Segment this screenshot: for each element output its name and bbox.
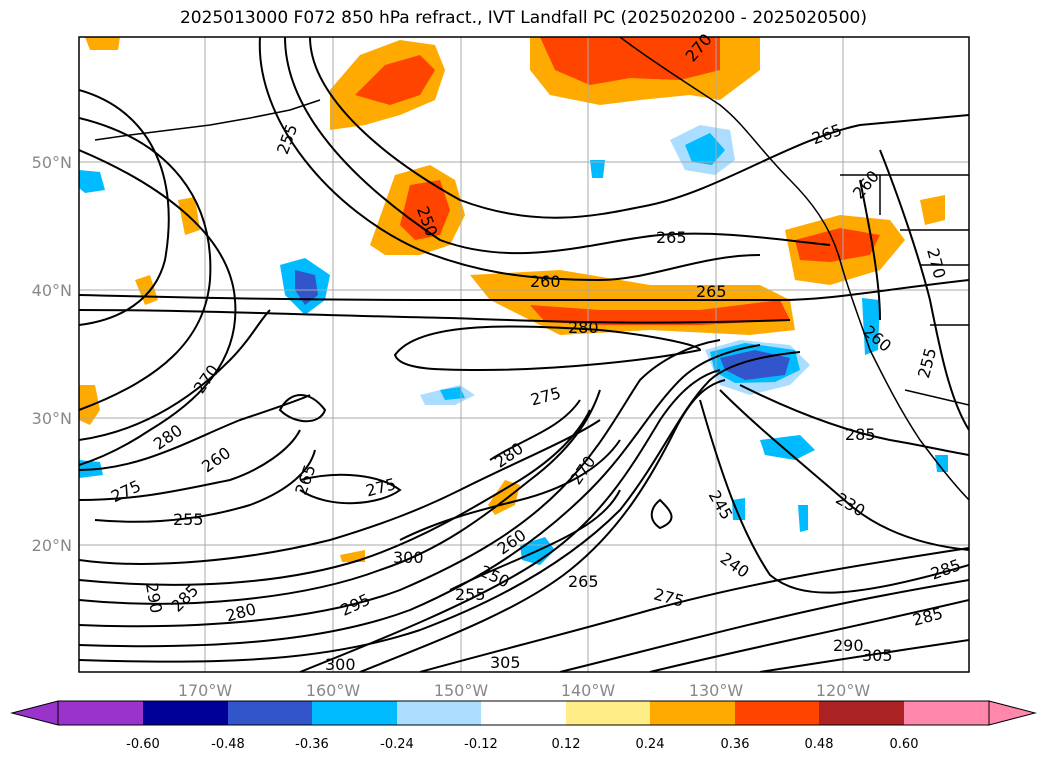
colorbar-bin bbox=[735, 701, 819, 725]
colorbar-tick-label: -0.12 bbox=[464, 737, 498, 752]
negative-region bbox=[685, 133, 725, 165]
contour-label: 285 bbox=[167, 581, 202, 616]
positive-region bbox=[540, 37, 720, 85]
positive-region bbox=[340, 550, 365, 562]
contour-label: 260 bbox=[849, 167, 883, 203]
colorbar-bin bbox=[819, 701, 904, 725]
colorbar-tick-label: 0.24 bbox=[636, 737, 665, 752]
contour-label: 290 bbox=[833, 636, 864, 655]
positive-region bbox=[400, 180, 450, 240]
lon-axis: 170°W 160°W 150°W 140°W 130°W 120°W bbox=[178, 681, 871, 700]
lon-tick-label: 140°W bbox=[561, 681, 616, 700]
contour-label: 270 bbox=[923, 246, 949, 280]
contour-label: 275 bbox=[528, 383, 562, 409]
negative-region bbox=[760, 435, 815, 460]
colorbar-tick-label: 0.60 bbox=[890, 737, 919, 752]
contour-label: 280 bbox=[568, 318, 599, 337]
lat-tick-label: 40°N bbox=[32, 281, 72, 300]
positive-region bbox=[920, 195, 945, 225]
positive-region bbox=[85, 37, 120, 50]
colorbar-tick-label: -0.60 bbox=[126, 737, 160, 752]
colorbar-bin bbox=[650, 701, 735, 725]
contour-label: 290 bbox=[142, 581, 166, 614]
contour-label: 300 bbox=[393, 548, 424, 567]
contour-label: 265 bbox=[696, 282, 727, 301]
contour-label: 270 bbox=[566, 452, 599, 488]
lat-tick-label: 20°N bbox=[32, 536, 72, 555]
colorbar-bin bbox=[312, 701, 397, 725]
colorbar-bin bbox=[904, 701, 989, 725]
colorbar-tick-label: 0.48 bbox=[805, 737, 834, 752]
colorbar: -0.60 -0.48 -0.36 -0.24 -0.12 0.12 0.24 … bbox=[10, 700, 1037, 752]
negative-region bbox=[732, 498, 745, 520]
contour-label: 260 bbox=[198, 443, 234, 476]
contour-label: 275 bbox=[652, 585, 686, 611]
contour-label: 240 bbox=[717, 549, 753, 582]
colorbar-bin bbox=[397, 701, 481, 725]
contour-label: 265 bbox=[291, 462, 319, 497]
contour-label: 305 bbox=[490, 653, 521, 672]
negative-region bbox=[935, 455, 948, 472]
positive-region bbox=[530, 300, 790, 325]
negative-region bbox=[720, 350, 790, 380]
colorbar-bin bbox=[143, 701, 228, 725]
positive-region bbox=[795, 228, 880, 262]
positive-region bbox=[470, 270, 795, 335]
lon-tick-label: 130°W bbox=[689, 681, 744, 700]
negative-region bbox=[590, 160, 605, 178]
contour-label: 275 bbox=[108, 476, 144, 506]
lon-tick-label: 160°W bbox=[306, 681, 361, 700]
colorbar-tick-label: 0.36 bbox=[721, 737, 750, 752]
contour-label: 245 bbox=[705, 487, 737, 523]
lon-tick-label: 150°W bbox=[434, 681, 489, 700]
contour-label: 300 bbox=[325, 655, 356, 674]
colorbar-tick-label: -0.36 bbox=[295, 737, 329, 752]
negative-region bbox=[440, 387, 465, 400]
colorbar-bin bbox=[566, 701, 650, 725]
map-frame bbox=[78, 36, 970, 673]
lat-tick-label: 50°N bbox=[32, 153, 72, 172]
negative-region bbox=[295, 270, 318, 305]
lon-tick-label: 170°W bbox=[178, 681, 233, 700]
colorbar-bin bbox=[58, 701, 143, 725]
contour-label: 255 bbox=[914, 346, 940, 380]
colorbar-tick-label: -0.48 bbox=[211, 737, 245, 752]
contour-label: 285 bbox=[845, 425, 876, 444]
colorbar-extend-low bbox=[10, 700, 59, 726]
contour-label: 285 bbox=[910, 604, 944, 630]
negative-region bbox=[79, 170, 105, 193]
positive-region bbox=[355, 55, 435, 105]
colorbar-frame bbox=[57, 700, 990, 726]
colorbar-tick-label: -0.24 bbox=[380, 737, 414, 752]
colorbar-bin bbox=[481, 701, 566, 725]
contour-label: 265 bbox=[809, 120, 844, 148]
contour-label: 295 bbox=[337, 590, 373, 620]
colorbar-extend-high bbox=[988, 700, 1037, 726]
contour-label: 285 bbox=[928, 555, 963, 583]
gridlines bbox=[79, 37, 969, 672]
page-title: 2025013000 F072 850 hPa refract., IVT La… bbox=[179, 8, 867, 28]
lon-tick-label: 120°W bbox=[816, 681, 871, 700]
contour-label: 260 bbox=[530, 272, 561, 291]
lat-axis: 50°N 40°N 30°N 20°N bbox=[32, 153, 72, 555]
contour-label: 255 bbox=[455, 585, 486, 604]
contour-label: 305 bbox=[862, 646, 893, 665]
contour-label: 265 bbox=[568, 572, 599, 591]
contour-label: 255 bbox=[173, 510, 204, 529]
coastlines bbox=[94, 37, 969, 501]
lat-tick-label: 30°N bbox=[32, 409, 72, 428]
colorbar-tick-label: 0.12 bbox=[552, 737, 581, 752]
colorbar-bin bbox=[228, 701, 312, 725]
contour-label: 265 bbox=[656, 228, 687, 247]
contour-label: 280 bbox=[150, 421, 186, 454]
negative-region bbox=[798, 505, 808, 532]
contour-lines bbox=[79, 37, 969, 672]
